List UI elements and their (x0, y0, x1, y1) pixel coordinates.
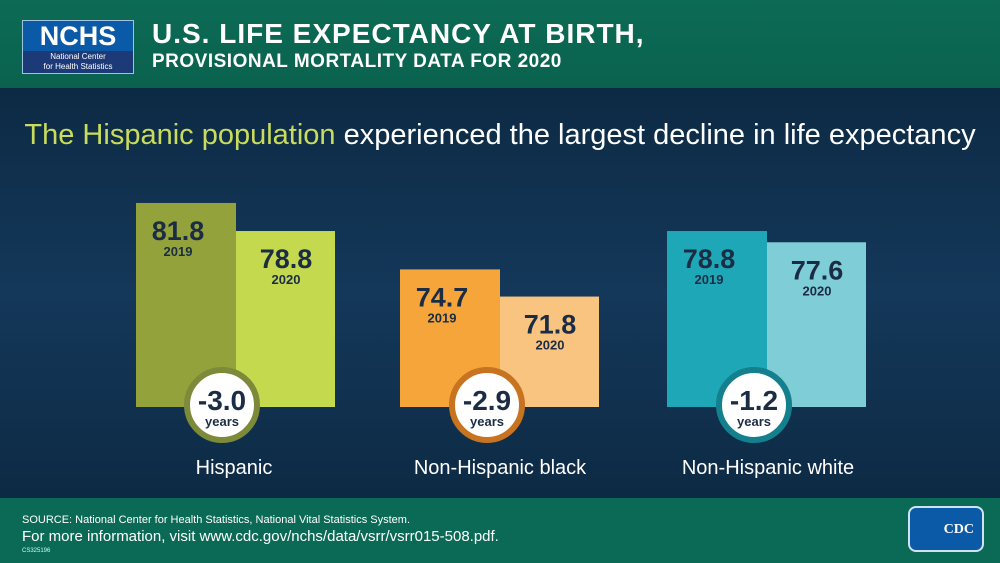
footer: SOURCE: National Center for Health Stati… (0, 498, 1000, 563)
year-label: 2019 (428, 310, 457, 325)
page-subtitle: PROVISIONAL MORTALITY DATA FOR 2020 (152, 51, 562, 72)
cdc-logo-text: CDC (943, 522, 974, 537)
bar-2020 (236, 231, 335, 407)
bar-2020 (767, 242, 866, 407)
change-unit: years (205, 414, 239, 429)
change-unit: years (737, 414, 771, 429)
change-circle (449, 367, 525, 443)
category-label: Hispanic (196, 457, 273, 479)
chart-area: The Hispanic population experienced the … (0, 88, 1000, 498)
change-unit: years (470, 414, 504, 429)
value-label: 81.8 (152, 216, 205, 246)
change-circle (716, 367, 792, 443)
title-highlight: The Hispanic population (24, 119, 336, 151)
change-value: -3.0 (198, 385, 246, 416)
change-value: -2.9 (463, 385, 511, 416)
change-value: -1.2 (730, 385, 778, 416)
value-label: 78.8 (260, 244, 313, 274)
page-title: U.S. LIFE EXPECTANCY AT BIRTH, (152, 18, 645, 49)
category-label: Non-Hispanic white (682, 457, 854, 479)
info-text: For more information, visit www.cdc.gov/… (22, 528, 499, 545)
logo-sub1: National Center (50, 52, 106, 61)
category-label: Non-Hispanic black (414, 457, 587, 479)
year-label: 2019 (695, 272, 724, 287)
logo-text: NCHS (39, 21, 117, 51)
year-label: 2020 (803, 283, 832, 298)
chart-title: The Hispanic population experienced the … (0, 116, 1000, 154)
source-text: SOURCE: National Center for Health Stati… (22, 514, 410, 526)
header: NCHS National Center for Health Statistic… (0, 0, 1000, 88)
year-label: 2020 (536, 338, 565, 353)
code-text: CS325196 (22, 548, 51, 554)
value-label: 74.7 (416, 282, 469, 312)
change-circle (184, 367, 260, 443)
nchs-logo: NCHS National Center for Health Statistic… (22, 20, 134, 74)
logo-sub2: for Health Statistics (43, 62, 113, 71)
title-rest: experienced the largest decline in life … (343, 119, 976, 151)
value-label: 71.8 (524, 310, 577, 340)
year-label: 2019 (164, 244, 193, 259)
cdc-logo: CDC (908, 506, 984, 552)
value-label: 77.6 (791, 255, 844, 285)
year-label: 2020 (272, 272, 301, 287)
value-label: 78.8 (683, 244, 736, 274)
